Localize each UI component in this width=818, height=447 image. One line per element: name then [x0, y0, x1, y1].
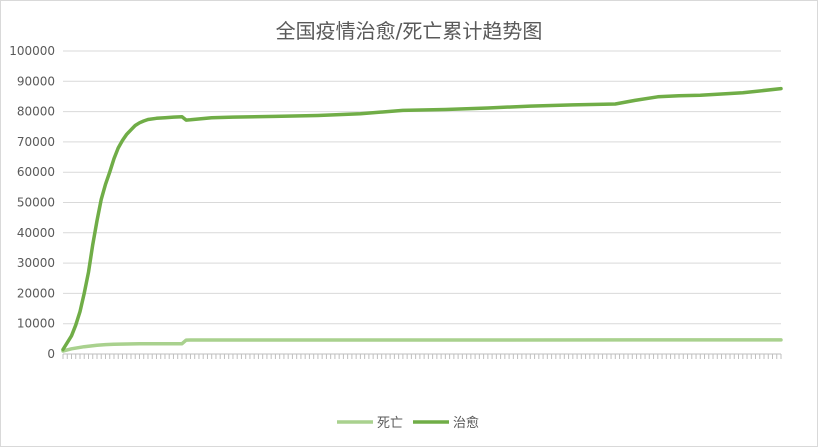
y-tick-label: 0 — [47, 347, 55, 361]
y-tick-label: 50000 — [17, 196, 55, 210]
series-line-0 — [61, 338, 783, 353]
y-tick-label: 70000 — [17, 135, 55, 149]
y-axis-ticks: 0 10000 20000 30000 40000 50000 60000 70000 8000… — [9, 44, 55, 361]
legend-label-1: 治愈 — [453, 416, 479, 431]
x-axis-ticks — [62, 354, 782, 359]
y-tick-label: 80000 — [17, 105, 55, 119]
legend: 死亡 治愈 — [337, 416, 479, 431]
y-tick-label: 90000 — [17, 74, 55, 88]
y-tick-label: 60000 — [17, 165, 55, 179]
y-tick-label: 30000 — [17, 256, 55, 270]
series-line-1 — [61, 86, 783, 352]
y-tick-label: 100000 — [9, 44, 55, 58]
legend-label-0: 死亡 — [377, 416, 403, 431]
y-tick-label: 20000 — [17, 286, 55, 300]
gridlines — [63, 50, 781, 355]
chart-title: 全国疫情治愈/死亡累计趋势图 — [275, 19, 543, 43]
y-tick-label: 40000 — [17, 226, 55, 240]
series-lines — [61, 86, 783, 353]
y-tick-label: 10000 — [17, 317, 55, 331]
